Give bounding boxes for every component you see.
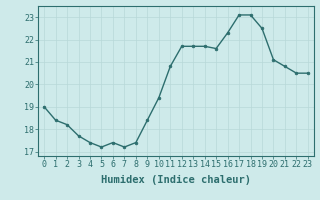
X-axis label: Humidex (Indice chaleur): Humidex (Indice chaleur): [101, 175, 251, 185]
